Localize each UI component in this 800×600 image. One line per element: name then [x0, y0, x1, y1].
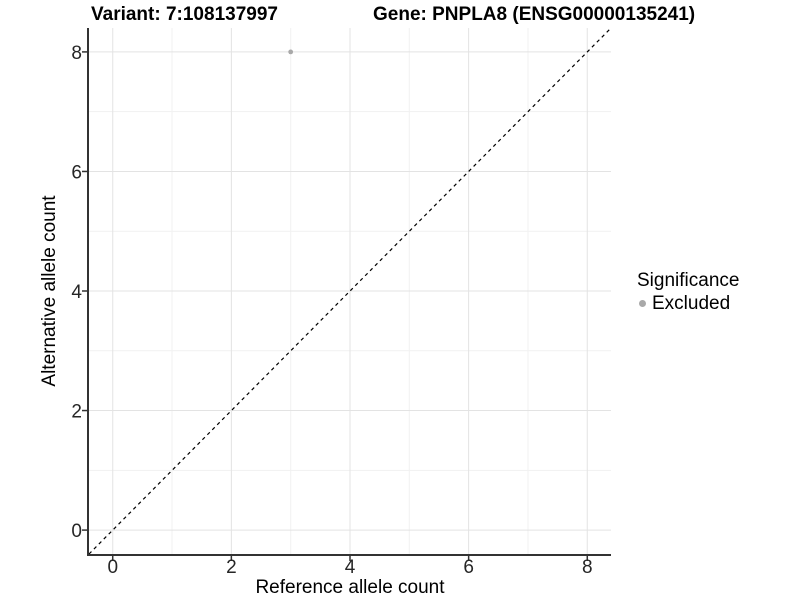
plot-title-gene: Gene: PNPLA8 (ENSG00000135241)	[373, 4, 696, 25]
tick-label: 4	[345, 557, 356, 578]
legend-entry: Excluded	[637, 294, 739, 313]
identity-dashed-line	[88, 27, 612, 555]
tick-label: 6	[463, 557, 474, 578]
tick-label: 4	[71, 282, 82, 303]
tick-label: 2	[226, 557, 237, 578]
tick-label: 8	[71, 43, 82, 64]
y-tick-labels: 0 2 4 6 8	[71, 43, 82, 542]
legend-entry-label: Excluded	[652, 293, 731, 314]
tick-label: 8	[582, 557, 593, 578]
y-axis-title: Alternative allele count	[39, 195, 60, 387]
axis-tick-marks	[82, 51, 589, 561]
grid-major-lines	[89, 28, 611, 554]
tick-label: 0	[71, 521, 82, 542]
plot-title-variant: Variant: 7:108137997	[91, 4, 278, 25]
axis-lines	[87, 28, 611, 556]
legend-circle-marker-icon	[639, 300, 646, 307]
data-points	[288, 49, 294, 55]
tick-label: 0	[107, 557, 118, 578]
tick-label: 6	[71, 162, 82, 183]
scatter-point	[288, 49, 294, 55]
legend-title: Significance	[637, 270, 740, 291]
x-tick-labels: 0 2 4 6 8	[107, 557, 592, 578]
legend: Significance Excluded	[637, 271, 739, 313]
x-axis-title: Reference allele count	[255, 577, 445, 598]
tick-label: 2	[71, 402, 82, 423]
